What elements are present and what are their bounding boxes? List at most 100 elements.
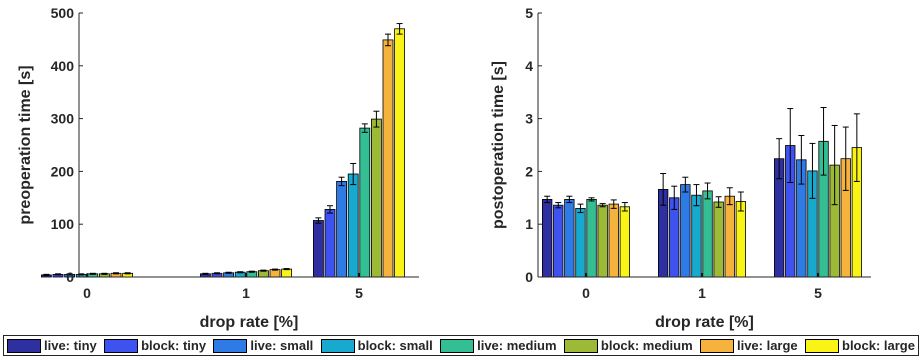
legend-label: live: medium xyxy=(477,338,557,353)
legend-label: block: large xyxy=(842,338,915,353)
error-bar xyxy=(809,142,816,199)
error-bar xyxy=(715,196,722,208)
error-bar xyxy=(599,203,606,208)
legend-item: live: small xyxy=(213,338,313,353)
bar-live-small-0 xyxy=(564,198,575,278)
x-tick-label: 0 xyxy=(582,285,590,301)
error-bar xyxy=(776,138,783,180)
legend-swatch xyxy=(563,338,598,353)
y-tick-label: 0 xyxy=(66,269,74,285)
error-bar xyxy=(237,271,244,274)
bar-live-large-5 xyxy=(382,39,394,278)
y-tick-label: 0 xyxy=(525,269,533,285)
legend-item: live: medium xyxy=(440,338,557,353)
error-bar xyxy=(566,195,573,204)
legend-swatch xyxy=(104,338,139,353)
legend-swatch xyxy=(805,338,839,353)
x-tick-label: 5 xyxy=(814,285,822,301)
error-bar xyxy=(660,173,667,206)
error-bar xyxy=(338,176,345,187)
error-bar xyxy=(396,23,403,35)
bar-block-small-1 xyxy=(691,194,702,278)
error-bar xyxy=(248,270,255,273)
error-bar xyxy=(315,217,322,224)
error-bar xyxy=(361,123,368,133)
chart-panel-2: 0 1 2 3 4 5 0 1 5 drop rate [%] postoperation time… xyxy=(490,5,871,331)
legend-label: live: small xyxy=(250,338,314,353)
error-bar xyxy=(327,205,333,214)
error-bar xyxy=(737,191,744,212)
bar-block-medium-1 xyxy=(713,201,724,278)
bar-live-medium-1 xyxy=(702,190,713,278)
error-bar xyxy=(853,113,860,182)
error-bar xyxy=(555,202,562,209)
error-bar xyxy=(283,268,290,271)
error-bar xyxy=(272,268,278,271)
error-bar xyxy=(588,197,595,202)
error-bar xyxy=(214,272,220,275)
legend-label: block: tiny xyxy=(141,338,207,353)
error-bar xyxy=(610,199,617,209)
error-bar xyxy=(726,187,733,206)
error-bar xyxy=(124,272,131,275)
bar-block-tiny-0 xyxy=(553,204,564,278)
legend-swatch xyxy=(213,338,248,353)
legend-label: block: medium xyxy=(600,338,693,353)
x-tick-label: 1 xyxy=(242,285,250,301)
bar-live-small-1 xyxy=(680,184,691,278)
error-bar xyxy=(798,134,805,185)
y-axis-label: preoperation time [s] xyxy=(17,65,34,224)
error-bar xyxy=(682,176,689,193)
legend-swatch xyxy=(320,338,355,353)
bar-block-large-1 xyxy=(281,268,293,278)
legend-item: live: large xyxy=(699,338,798,353)
error-bar xyxy=(787,108,794,183)
bar-live-tiny-5 xyxy=(312,220,324,278)
legend-label: live: large xyxy=(736,338,798,353)
y-tick-label: 1 xyxy=(525,216,533,232)
error-bar xyxy=(671,185,678,210)
legend-swatch xyxy=(440,338,475,353)
bar-live-large-0 xyxy=(608,203,619,278)
y-tick-label: 500 xyxy=(51,5,75,21)
bar-live-large-1 xyxy=(269,269,281,278)
y-tick-label: 300 xyxy=(51,111,75,127)
bar-live-tiny-0 xyxy=(542,198,553,278)
error-bar xyxy=(831,124,838,206)
legend-item: block: large xyxy=(805,338,915,353)
bar-block-large-1 xyxy=(735,201,746,278)
bar-live-small-5 xyxy=(336,180,348,278)
error-bar xyxy=(225,271,232,274)
bar-block-tiny-5 xyxy=(324,208,336,278)
y-tick-label: 2 xyxy=(525,163,533,179)
bar-block-small-0 xyxy=(575,207,586,278)
bar-live-medium-0 xyxy=(586,198,597,278)
x-tick-label: 1 xyxy=(698,285,706,301)
error-bar xyxy=(621,202,628,212)
y-tick-label: 4 xyxy=(525,58,533,74)
error-bar xyxy=(373,110,380,128)
x-axis-label: drop rate [%] xyxy=(655,314,754,331)
error-bar xyxy=(693,184,700,207)
legend-label: block: small xyxy=(357,338,433,353)
legend: live: tiny block: tiny live: small block: s… xyxy=(3,335,919,356)
legend-swatch xyxy=(7,338,41,353)
error-bar xyxy=(544,195,551,204)
bar-block-small-5 xyxy=(347,173,359,278)
y-tick-label: 200 xyxy=(51,163,75,179)
legend-item: block: small xyxy=(320,338,433,353)
y-tick-label: 400 xyxy=(51,58,75,74)
bar-block-medium-0 xyxy=(597,204,608,278)
error-bar xyxy=(113,272,119,275)
error-bar xyxy=(55,273,61,276)
error-bar xyxy=(842,126,849,191)
x-tick-label: 5 xyxy=(355,285,363,301)
error-bar xyxy=(66,273,73,276)
error-bar xyxy=(820,107,827,176)
legend-label: live: tiny xyxy=(44,338,97,353)
error-bar xyxy=(89,272,96,275)
bar-live-large-1 xyxy=(724,195,735,278)
x-tick-label: 0 xyxy=(83,285,91,301)
error-bar xyxy=(101,272,108,275)
